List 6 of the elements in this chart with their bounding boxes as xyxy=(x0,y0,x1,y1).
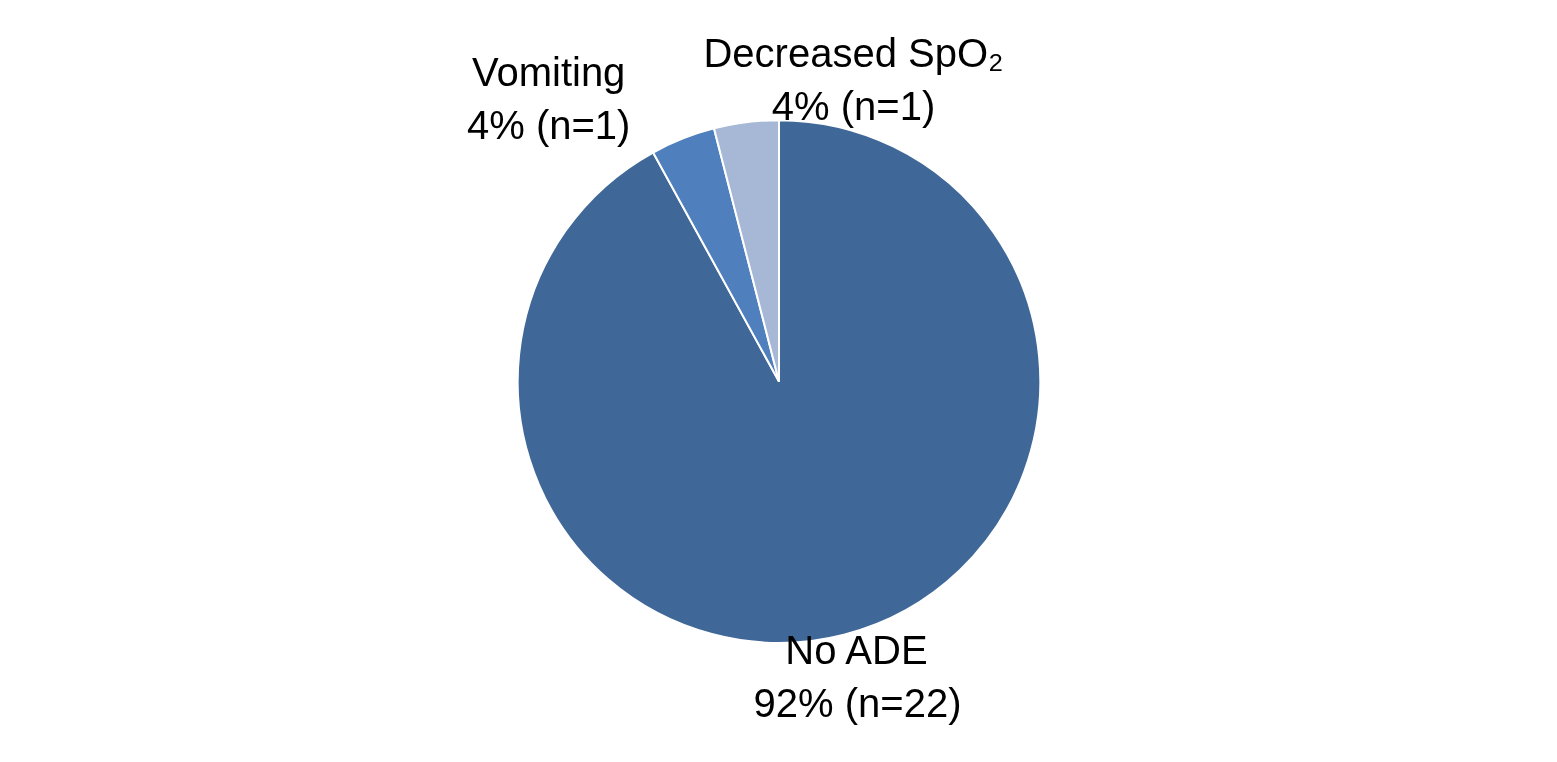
data-label: 4% (n=1) xyxy=(466,102,631,147)
data-label: 92% (n=22) xyxy=(753,681,962,726)
slice-label: Vomiting xyxy=(471,49,626,94)
slice-label: Decreased SpO₂ xyxy=(703,30,1004,75)
slice-label: No ADE xyxy=(785,628,928,673)
data-label: 4% (n=1) xyxy=(771,83,936,128)
